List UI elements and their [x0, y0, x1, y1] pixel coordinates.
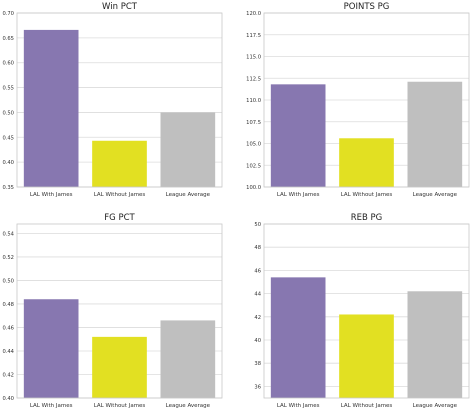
y-tick-label: 44: [254, 292, 261, 298]
bar-2: [92, 336, 147, 398]
plot-frame: [263, 223, 470, 399]
bar-3: [407, 81, 463, 187]
y-tick-label: 112.5: [246, 76, 261, 82]
x-tick-label: League Average: [413, 192, 458, 198]
bar-1: [23, 29, 79, 187]
x-tick-label: LAL Without James: [94, 403, 146, 409]
bar-1: [270, 84, 326, 187]
bar-1: [270, 277, 326, 398]
chart-title: FG PCT: [104, 213, 135, 223]
x-tick-label: LAL Without James: [341, 192, 393, 198]
plot-frame: [16, 12, 223, 188]
y-tick-label: 0.46: [2, 325, 14, 331]
x-tick-label: LAL Without James: [341, 403, 393, 409]
x-tick-label: LAL With James: [30, 192, 73, 198]
y-tick-label: 105.0: [246, 142, 261, 148]
y-tick-label: 0.48: [2, 302, 14, 308]
chart-title: Win PCT: [102, 2, 138, 12]
x-tick-label: League Average: [166, 403, 211, 409]
y-tick-label: 115.0: [246, 55, 261, 61]
y-tick-label: 117.5: [246, 33, 261, 39]
y-tick-label: 102.5: [246, 163, 261, 169]
bar-2: [92, 140, 147, 187]
y-tick-label: 0.35: [2, 185, 14, 191]
y-tick-label: 48: [254, 245, 261, 251]
x-tick-label: LAL With James: [277, 192, 320, 198]
bar-2: [339, 138, 394, 187]
y-tick-label: 0.54: [2, 231, 14, 237]
chart-panel-4: 36 38 40 42 44 46 48 50 LAL With James LAL Withou…: [254, 213, 470, 409]
y-tick-label: 0.44: [2, 349, 14, 355]
y-tick-label: 0.45: [2, 135, 14, 141]
bar-2: [339, 314, 394, 398]
y-tick-label: 42: [254, 315, 261, 321]
bar-3: [407, 291, 463, 398]
y-tick-label: 100.0: [246, 185, 261, 191]
plot-frame: [16, 223, 223, 399]
x-tick-label: League Average: [413, 403, 458, 409]
bar-1: [23, 299, 79, 398]
x-tick-label: League Average: [166, 192, 211, 198]
y-tick-label: 0.42: [2, 372, 14, 378]
bar-3: [160, 320, 216, 398]
y-tick-label: 40: [254, 338, 261, 344]
y-tick-label: 0.40: [2, 160, 14, 166]
chart-panel-2: 100.0 102.5 105.0 107.5 110.0 112.5 115.0 117.5…: [246, 2, 470, 198]
y-tick-label: 0.50: [2, 110, 14, 116]
y-tick-label: 0.50: [2, 278, 14, 284]
y-tick-label: 0.60: [2, 61, 14, 67]
chart-panel-3: 0.40 0.42 0.44 0.46 0.48 0.50 0.52 0.54 LAL With…: [2, 213, 223, 409]
y-tick-label: 38: [254, 361, 261, 367]
chart-panel-1: 0.35 0.40 0.45 0.50 0.55 0.60 0.65 0.70 LAL With…: [2, 2, 223, 198]
y-tick-label: 120.0: [246, 11, 261, 17]
chart-title: POINTS PG: [344, 2, 390, 12]
y-tick-label: 50: [254, 222, 261, 228]
x-tick-label: LAL With James: [30, 403, 73, 409]
y-tick-label: 0.55: [2, 86, 14, 92]
y-tick-label: 0.65: [2, 36, 14, 42]
x-tick-label: LAL Without James: [94, 192, 146, 198]
y-tick-label: 110.0: [246, 98, 261, 104]
y-tick-label: 36: [254, 384, 261, 390]
y-tick-label: 107.5: [246, 120, 261, 126]
bar-3: [160, 112, 216, 187]
y-tick-label: 0.52: [2, 255, 14, 261]
y-tick-label: 0.70: [2, 11, 14, 17]
y-tick-label: 0.40: [2, 396, 14, 402]
x-tick-label: LAL With James: [277, 403, 320, 409]
y-tick-label: 46: [254, 268, 261, 274]
plot-frame: [263, 12, 470, 188]
chart-title: REB PG: [351, 213, 383, 223]
